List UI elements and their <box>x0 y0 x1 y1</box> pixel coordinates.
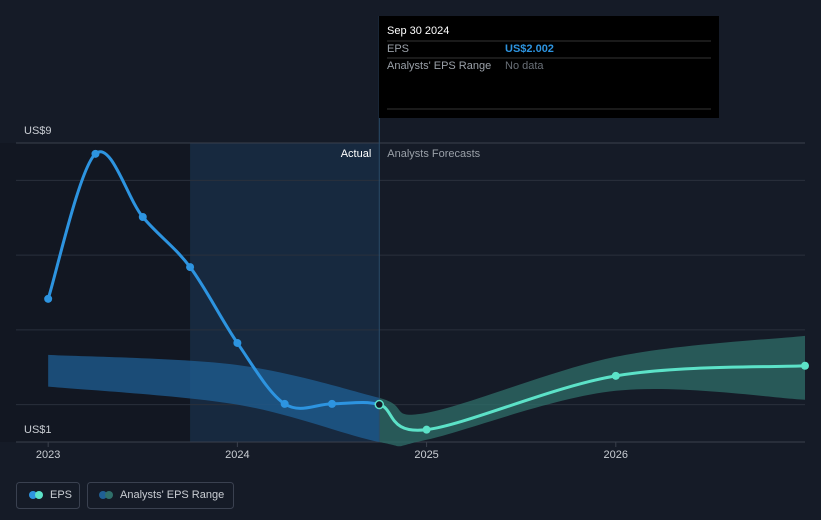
tooltip: Sep 30 2024 EPS US$2.002 Analysts' EPS R… <box>379 16 719 118</box>
range-band <box>48 354 380 442</box>
tooltip-value: US$2.002 <box>505 43 554 55</box>
eps-point <box>138 213 147 222</box>
x-tick-label: 2023 <box>36 449 60 461</box>
legend: EPS Analysts' EPS Range <box>16 482 234 509</box>
legend-swatch <box>99 491 107 499</box>
eps-point <box>233 338 242 347</box>
x-tick-label: 2025 <box>414 449 438 461</box>
x-tick-label: 2026 <box>604 449 628 461</box>
eps-point <box>611 371 620 380</box>
eps-line <box>379 364 806 432</box>
eps-point <box>280 399 289 408</box>
y-tick-label: US$1 <box>24 424 52 436</box>
tooltip-label: EPS <box>387 43 409 55</box>
y-tick-label: US$9 <box>24 125 52 137</box>
legend-swatch <box>29 491 37 499</box>
legend-swatch <box>105 491 113 499</box>
legend-swatch <box>35 491 43 499</box>
tooltip-label: Analysts' EPS Range <box>387 60 491 72</box>
x-tick-label: 2024 <box>225 449 249 461</box>
eps-point <box>91 149 100 158</box>
eps-point <box>422 425 431 434</box>
actual-label: Actual <box>341 148 372 160</box>
tooltip-box <box>379 16 719 118</box>
eps-point <box>374 399 385 410</box>
legend-label: Analysts' EPS Range <box>120 489 224 501</box>
eps-point <box>327 399 336 408</box>
range-band <box>379 335 805 447</box>
legend-item[interactable] <box>16 482 80 509</box>
eps-point <box>801 361 809 370</box>
legend-item[interactable] <box>87 482 234 509</box>
legend-label: EPS <box>50 489 72 501</box>
tooltip-value: No data <box>505 60 544 72</box>
forecast-label: Analysts Forecasts <box>387 148 480 160</box>
eps-point <box>186 263 195 272</box>
past-region <box>0 143 191 442</box>
tooltip-date: Sep 30 2024 <box>387 25 449 37</box>
eps-point <box>44 294 53 303</box>
